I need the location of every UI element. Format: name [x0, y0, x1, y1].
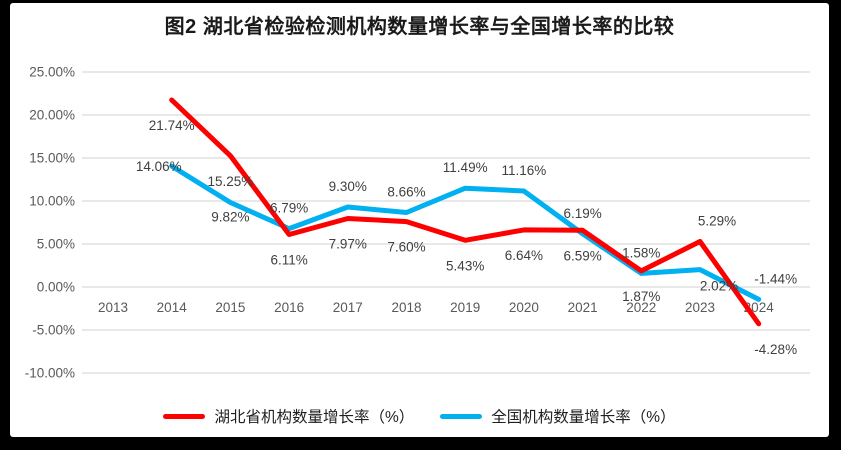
- chart-panel: 图2 湖北省检验检测机构数量增长率与全国增长率的比较 25.00% 20.00% 1…: [10, 3, 829, 437]
- x-tick-label: 2021: [568, 300, 598, 315]
- data-label-series-0: 1.87%: [622, 289, 660, 304]
- x-tick-label: 2015: [215, 300, 245, 315]
- legend-label-national: 全国机构数量增长率（%）: [491, 409, 676, 426]
- x-tick-label: 2018: [391, 300, 421, 315]
- data-label-series-0: 7.97%: [329, 237, 367, 252]
- data-label-series-1: -1.44%: [754, 271, 797, 286]
- x-tick-label: 2020: [509, 300, 539, 315]
- data-label-series-0: 6.64%: [505, 248, 543, 263]
- x-tick-label: 2022: [626, 300, 656, 315]
- data-label-series-1: 8.66%: [387, 185, 425, 200]
- data-label-series-0: 5.43%: [446, 258, 484, 273]
- hubei-line-swatch-icon: [163, 413, 206, 419]
- data-label-series-1: 9.30%: [329, 179, 367, 194]
- y-tick-label: 15.00%: [29, 151, 75, 166]
- data-label-series-0: 6.11%: [270, 253, 307, 268]
- data-label-series-1: 11.16%: [502, 163, 547, 178]
- legend-label-hubei: 湖北省机构数量增长率（%）: [214, 409, 415, 426]
- y-tick-label: -5.00%: [32, 323, 75, 338]
- data-label-series-1: 6.19%: [563, 206, 601, 221]
- x-tick-label: 2017: [333, 300, 363, 315]
- data-label-series-0: 15.25%: [208, 174, 254, 189]
- x-tick-label: 2019: [450, 300, 480, 315]
- y-tick-label: 25.00%: [29, 65, 75, 80]
- line-chart: 25.00% 20.00% 15.00% 10.00% 5.00% 0.00% -5.00%…: [25, 65, 810, 381]
- legend-item-hubei: 湖北省机构数量增长率（%）: [163, 405, 414, 427]
- series-line-1: [169, 163, 762, 302]
- y-tick-label: 5.00%: [37, 237, 75, 252]
- data-label-series-0: 5.29%: [698, 214, 736, 229]
- legend-item-national: 全国机构数量增长率（%）: [440, 405, 676, 427]
- y-tick-label: -10.00%: [25, 366, 75, 381]
- data-label-series-1: 2.02%: [700, 279, 738, 294]
- data-label-series-1: 14.06%: [136, 159, 182, 174]
- data-label-series-0: 7.60%: [387, 240, 425, 255]
- y-tick-label: 0.00%: [37, 280, 75, 295]
- chart-title: 图2 湖北省检验检测机构数量增长率与全国增长率的比较: [164, 16, 675, 38]
- data-label-series-1: 11.49%: [443, 160, 488, 175]
- data-label-series-1: 6.79%: [270, 201, 308, 216]
- data-label-series-0: 6.59%: [563, 248, 601, 263]
- x-tick-label: 2013: [98, 300, 128, 315]
- data-label-series-1: 1.58%: [622, 245, 660, 260]
- x-tick-label: 2023: [685, 300, 715, 315]
- data-label-series-1: 9.82%: [211, 210, 249, 225]
- data-label-series-0: 21.74%: [149, 118, 195, 133]
- x-tick-label: 2014: [157, 300, 188, 315]
- series-line-0: [169, 97, 762, 327]
- y-tick-label: 10.00%: [29, 194, 75, 209]
- national-line-swatch-icon: [440, 413, 483, 419]
- chart-legend: 湖北省机构数量增长率（%） 全国机构数量增长率（%）: [10, 404, 829, 428]
- x-tick-label: 2016: [274, 300, 304, 315]
- data-label-series-0: -4.28%: [754, 342, 797, 357]
- y-tick-label: 20.00%: [29, 108, 75, 123]
